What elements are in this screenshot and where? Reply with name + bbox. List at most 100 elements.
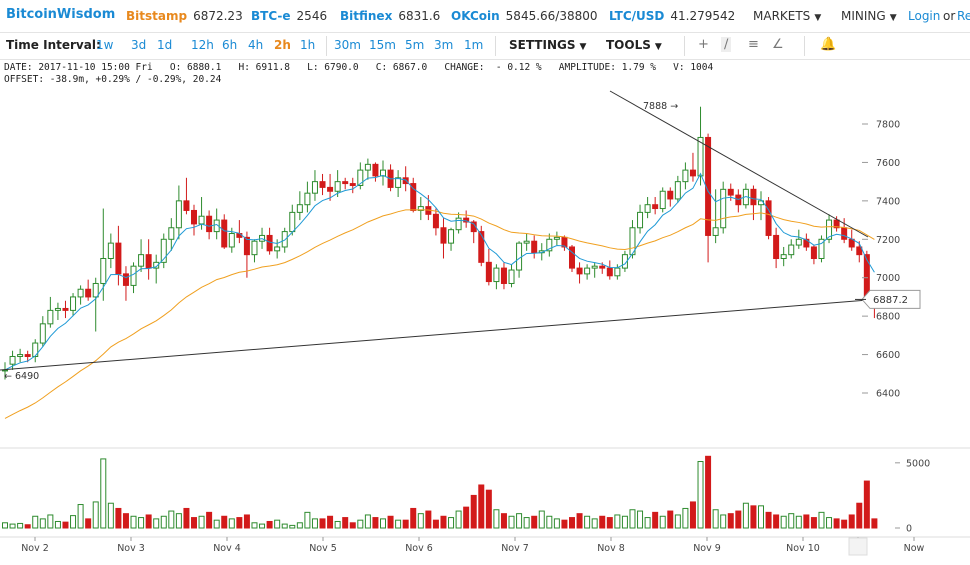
fan-icon[interactable]: ∠ xyxy=(772,37,784,52)
settings-dropdown[interactable]: SETTINGS ▼ xyxy=(509,38,586,52)
interval-1w[interactable]: 1w xyxy=(96,38,114,52)
candle-body xyxy=(720,188,727,229)
volume-bar xyxy=(644,517,651,529)
time-interval-label: Time Interval: xyxy=(6,38,101,52)
candle-body xyxy=(266,234,273,252)
trendline-icon[interactable]: ∕ xyxy=(721,37,732,52)
interval-2h[interactable]: 2h xyxy=(274,38,291,52)
high-annotation: 7888 → xyxy=(643,101,678,112)
interval-6h[interactable]: 6h xyxy=(222,38,238,52)
ticker-value: 41.279542 xyxy=(670,9,736,23)
candle-body xyxy=(606,267,613,277)
volume-bar xyxy=(54,520,61,529)
interval-4h[interactable]: 4h xyxy=(248,38,264,52)
time-axis: Nov 2 Nov 3 Nov 4 Nov 5 Nov 6 Nov 7 Nov 8 Nov 9… xyxy=(21,537,925,556)
volume-bar xyxy=(243,514,250,529)
chevron-down-icon: ▼ xyxy=(579,42,587,52)
candle-body xyxy=(77,288,84,298)
volume-axis: 5000 0 xyxy=(895,458,930,535)
candle-body xyxy=(70,296,77,311)
volume-bar xyxy=(493,509,500,529)
interval-5m[interactable]: 5m xyxy=(405,38,425,52)
volume-bar xyxy=(712,509,719,529)
volume-bar xyxy=(531,515,538,529)
candle-body xyxy=(138,254,145,267)
top-bar: BitcoinWisdom Bitstamp 6872.23 BTC-e 2546 … xyxy=(0,0,970,33)
candle-body xyxy=(168,227,175,240)
volume-bar xyxy=(417,513,424,529)
time-tick-label: Nov 6 xyxy=(405,543,433,554)
interval-1m[interactable]: 1m xyxy=(464,38,484,52)
candle-body xyxy=(485,261,492,283)
candle-body xyxy=(175,200,182,229)
candle-body xyxy=(561,236,568,248)
candle-body xyxy=(372,163,379,177)
volume-bar xyxy=(599,515,606,529)
volume-bar xyxy=(70,515,77,529)
markets-label: MARKETS xyxy=(753,9,811,23)
time-tick-label: Nov 9 xyxy=(693,543,721,554)
register-link[interactable]: Re xyxy=(957,9,970,23)
ticker-okcoin[interactable]: OKCoin 5845.66/38800 xyxy=(451,9,598,23)
volume-bar xyxy=(259,523,266,529)
login-link[interactable]: Login xyxy=(908,9,941,23)
site-logo[interactable]: BitcoinWisdom xyxy=(6,7,116,22)
volume-bar xyxy=(773,514,780,529)
interval-30m[interactable]: 30m xyxy=(334,38,361,52)
volume-bar xyxy=(47,514,54,529)
candle-body xyxy=(357,169,364,186)
candle-body xyxy=(826,219,833,240)
time-tick-label: Nov 7 xyxy=(501,543,529,554)
annotations: 7888 → ← 6490 xyxy=(4,101,678,382)
candle-body xyxy=(432,213,439,229)
crosshair-icon[interactable]: + xyxy=(698,37,709,52)
volume-bar xyxy=(213,519,220,529)
ticker-bitstamp[interactable]: Bitstamp 6872.23 xyxy=(126,9,243,23)
ticker-bitfinex[interactable]: Bitfinex 6831.6 xyxy=(340,9,440,23)
candle-body xyxy=(417,206,424,211)
tools-dropdown[interactable]: TOOLS ▼ xyxy=(606,38,662,52)
hlines-icon[interactable]: ≡ xyxy=(748,37,759,52)
candle-body xyxy=(342,181,349,185)
interval-3m[interactable]: 3m xyxy=(434,38,454,52)
candle-body xyxy=(629,227,636,256)
ticker-value: 6872.23 xyxy=(193,9,243,23)
interval-1d[interactable]: 1d xyxy=(157,38,173,52)
candle-body xyxy=(682,169,689,183)
candle-body xyxy=(32,342,39,357)
bell-icon[interactable]: 🔔 xyxy=(820,37,837,52)
interval-12h[interactable]: 12h xyxy=(191,38,214,52)
ema-slow-line xyxy=(4,209,875,419)
candle-body xyxy=(773,234,780,259)
volume-bar xyxy=(319,518,326,529)
candle-body xyxy=(674,181,681,200)
volume-bar xyxy=(296,522,303,529)
volume-bar xyxy=(251,522,258,529)
ticker-btce[interactable]: BTC-e 2546 xyxy=(251,9,327,23)
volume-bar xyxy=(274,519,281,529)
mining-menu[interactable]: MINING ▼ xyxy=(841,9,897,23)
volume-bar xyxy=(168,510,175,529)
markets-menu[interactable]: MARKETS ▼ xyxy=(753,9,821,23)
candle-body xyxy=(183,200,190,211)
mining-label: MINING xyxy=(841,9,886,23)
candle-body xyxy=(410,183,417,211)
volume-bar xyxy=(629,509,636,529)
interval-15m[interactable]: 15m xyxy=(369,38,396,52)
ticker-ltcusd[interactable]: LTC/USD 41.279542 xyxy=(609,9,735,23)
candle-body xyxy=(107,242,114,259)
volume-bar xyxy=(183,507,190,529)
volume-bar xyxy=(448,517,455,529)
interval-1h[interactable]: 1h xyxy=(300,38,316,52)
candle-body xyxy=(115,242,122,275)
candle-body xyxy=(788,244,795,256)
current-price-tag xyxy=(861,289,921,309)
volume-bar xyxy=(538,510,545,529)
candle-body xyxy=(327,186,334,192)
volume-bar xyxy=(508,515,515,529)
interval-3d[interactable]: 3d xyxy=(131,38,147,52)
candle-body xyxy=(546,238,553,252)
candle-body xyxy=(289,211,296,233)
ticker-name: Bitfinex xyxy=(340,9,393,23)
